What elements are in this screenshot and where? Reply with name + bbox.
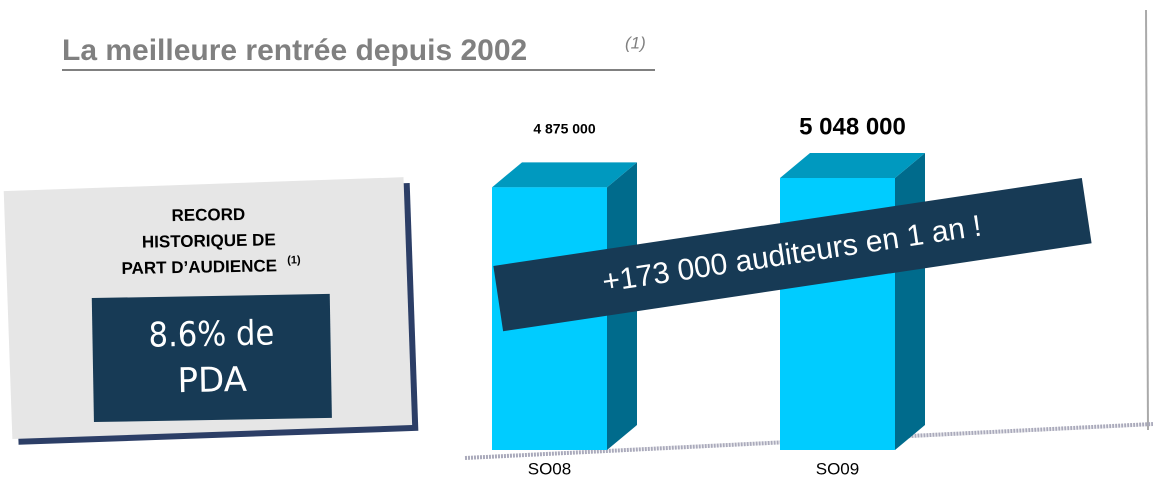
record-line: PART D’AUDIENCE: [121, 256, 277, 278]
bar-side: [895, 153, 925, 450]
record-line: RECORD: [171, 205, 245, 225]
highlight-text: PDA: [177, 360, 247, 401]
slide-title: La meilleure rentrée depuis 2002: [62, 34, 527, 67]
title-note: (1): [625, 33, 646, 52]
value-label: 4 875 000: [533, 121, 595, 137]
bar-top: [780, 153, 925, 178]
banner: [493, 178, 1092, 332]
floor-line: [464, 422, 1153, 460]
record-note: (1): [287, 254, 301, 266]
x-tick-label: SO09: [816, 459, 859, 478]
record-line: HISTORIQUE DE: [142, 230, 276, 251]
highlight-box: [91, 293, 332, 423]
bar-top: [492, 162, 637, 188]
frame-edge: [1145, 9, 1149, 431]
value-label: 5 048 000: [799, 113, 906, 140]
highlight-text: 8.6% de: [148, 313, 274, 355]
x-tick-label: SO08: [528, 459, 571, 478]
